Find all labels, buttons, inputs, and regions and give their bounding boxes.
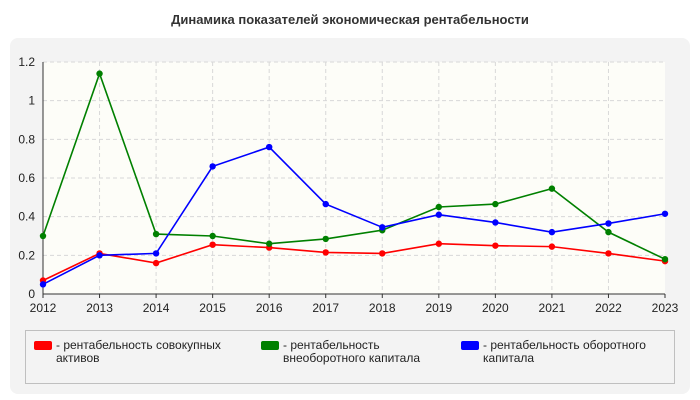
x-tick-label: 2018: [369, 301, 396, 315]
y-tick-label: 0.8: [18, 132, 35, 146]
legend-label: - рентабельность внеоборотного капитала: [283, 338, 420, 365]
x-tick-label: 2020: [482, 301, 509, 315]
x-tick-label: 2019: [425, 301, 452, 315]
legend-label: - рентабельность совокупных активов: [56, 338, 221, 365]
data-point: [492, 219, 499, 226]
data-point: [661, 256, 669, 263]
data-point: [265, 143, 273, 151]
y-tick-label: 0.2: [18, 248, 35, 262]
data-point: [605, 220, 612, 227]
y-tick-label: 1: [28, 94, 35, 108]
data-point: [379, 250, 386, 257]
data-point: [265, 240, 273, 247]
data-point: [548, 228, 556, 236]
legend-swatch-blue: [461, 341, 479, 350]
series-line-1: [42, 71, 666, 260]
x-tick-label: 2012: [30, 301, 57, 315]
data-point: [548, 185, 556, 192]
data-point: [379, 224, 386, 231]
data-point: [322, 200, 329, 208]
legend-swatch-green: [261, 341, 279, 350]
x-tick-label: 2015: [199, 301, 226, 315]
chart-legend: - рентабельность совокупных активов - ре…: [25, 330, 675, 384]
data-point: [435, 240, 443, 247]
legend-item-working-capital: - рентабельность оборотного капитала: [461, 339, 666, 365]
data-point: [96, 252, 103, 259]
data-point: [152, 230, 160, 238]
data-point: [209, 163, 216, 170]
chart-title: Динамика показателей экономическая рента…: [171, 12, 529, 27]
data-point: [96, 70, 103, 77]
y-tick-label: 0: [28, 287, 35, 301]
x-tick-label: 2014: [143, 301, 170, 315]
data-point: [435, 203, 443, 211]
data-point: [605, 228, 612, 236]
legend-label: - рентабельность оборотного капитала: [483, 338, 646, 365]
legend-item-noncurrent-capital: - рентабельность внеоборотного капитала: [261, 339, 451, 365]
data-point: [152, 259, 160, 267]
x-tick-label: 2021: [539, 301, 566, 315]
series-line-0: [42, 242, 666, 282]
data-point: [661, 210, 669, 217]
data-point: [322, 235, 329, 243]
data-point: [492, 242, 499, 249]
legend-swatch-red: [34, 341, 52, 350]
data-point: [209, 241, 216, 248]
y-tick-label: 0.4: [18, 210, 35, 224]
x-tick-label: 2016: [256, 301, 283, 315]
data-point: [492, 200, 499, 208]
x-tick-label: 2013: [86, 301, 113, 315]
x-tick-label: 2022: [595, 301, 622, 315]
x-tick-label: 2023: [652, 301, 679, 315]
data-point: [435, 211, 443, 218]
data-point: [39, 232, 47, 240]
data-point: [209, 232, 216, 240]
data-point: [605, 250, 612, 257]
y-tick-label: 1.2: [18, 55, 35, 69]
x-tick-label: 2017: [312, 301, 339, 315]
data-point: [322, 249, 329, 256]
data-point: [152, 250, 160, 257]
series-line-2: [42, 146, 666, 286]
data-point: [39, 281, 47, 288]
y-tick-label: 0.6: [18, 171, 35, 185]
data-point: [548, 243, 556, 250]
legend-item-total-assets: - рентабельность совокупных активов: [34, 339, 244, 365]
